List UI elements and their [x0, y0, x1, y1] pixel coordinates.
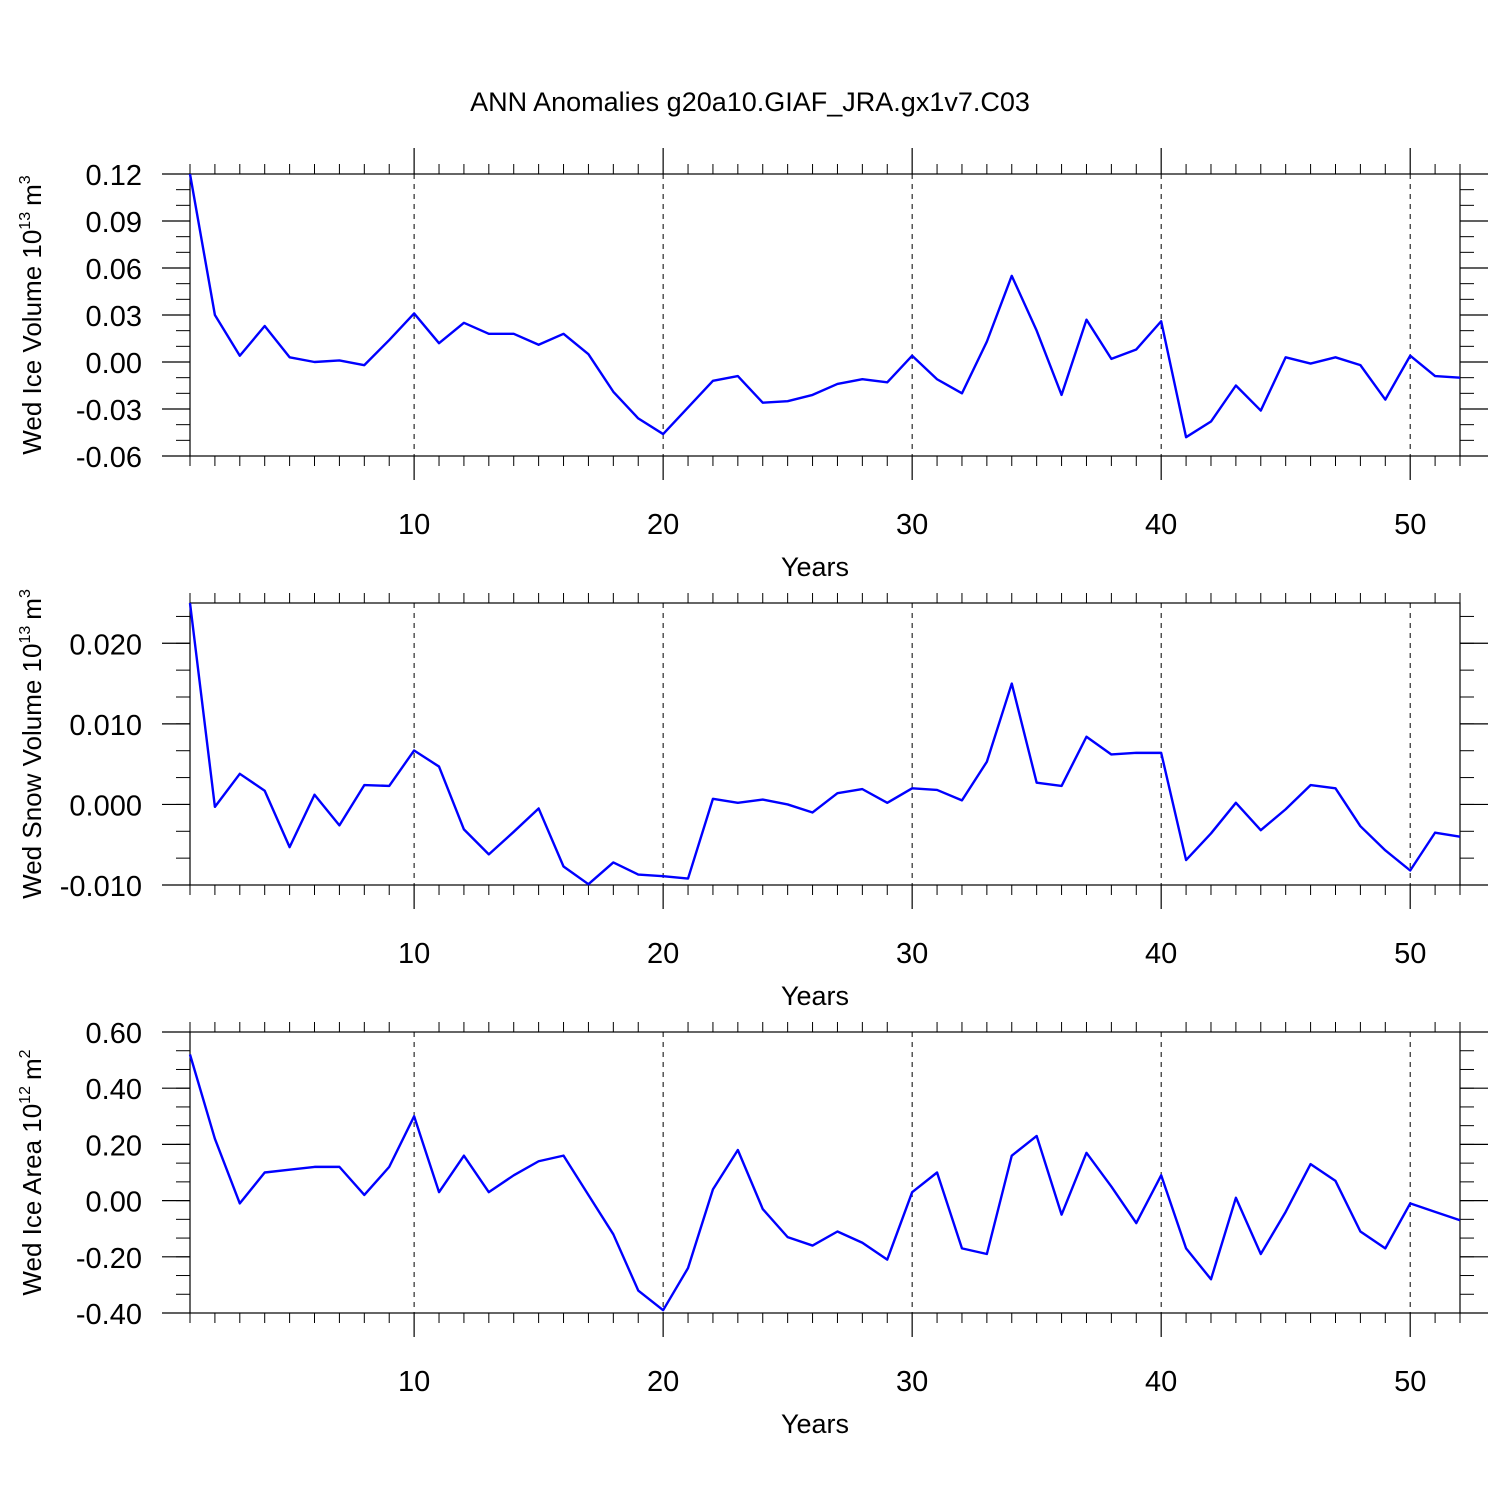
y-tick-label: 0.09 [86, 207, 142, 239]
y-tick-label: -0.03 [76, 395, 142, 427]
y-tick-label: -0.20 [76, 1243, 142, 1275]
y-tick-label: 0.00 [86, 348, 142, 380]
y-axis-label-ylabel-unit-exp: 2 [17, 1049, 34, 1058]
chart-panel-3: 10 20 30 40 50 Years -0.40 -0.20 0.00 0.20 0.40 0.6… [17, 1018, 1488, 1439]
series-line [188, 602, 1461, 886]
x-tick-label: 10 [398, 1366, 430, 1398]
y-tick-label: 0.020 [69, 629, 142, 661]
x-axis-label: Years [781, 981, 849, 1011]
y-axis-label-ylabel-unit-exp: 3 [17, 175, 34, 184]
y-axis-label-ylabel-exp: 12 [17, 1086, 34, 1104]
y-axis-label-ylabel-unit-exp: 3 [17, 589, 34, 598]
x-tick-label: 20 [647, 1366, 679, 1398]
x-tick-label: 10 [398, 938, 430, 970]
y-tick-label: 0.40 [86, 1074, 142, 1106]
y-axis-label-ylabel-unit: m [17, 184, 47, 206]
y-axis-label-ylabel: Wed Ice Area 10 [17, 1104, 47, 1296]
y-tick-label: -0.010 [60, 871, 142, 903]
y-tick-label: 0.010 [69, 710, 142, 742]
y-tick-label: 0.60 [86, 1018, 142, 1050]
y-axis-label-ylabel-unit: m [17, 598, 47, 620]
x-tick-label: 20 [647, 938, 679, 970]
y-axis-label-ylabel-exp: 13 [17, 212, 34, 230]
y-tick-label: 0.12 [86, 160, 142, 192]
x-tick-label: 20 [647, 509, 679, 541]
y-tick-label: 0.03 [86, 301, 142, 333]
chart-panel-1: 10 20 30 40 50 Years -0.06 -0.03 0.00 0.03 0.06 0.0… [17, 148, 1488, 582]
x-axis-label: Years [781, 1409, 849, 1439]
y-axis-label-ylabel: Wed Ice Volume 10 [17, 230, 47, 455]
chart-panel-2: 10 20 30 40 50 Years -0.010 0.000 0.010 0.020 Wed … [17, 589, 1488, 1011]
x-axis-label: Years [781, 552, 849, 582]
plot-frame [189, 602, 1461, 886]
y-axis-label-ylabel-unit: m [17, 1058, 47, 1080]
y-axis-label-ylabel-exp: 13 [17, 626, 34, 644]
x-tick-label: 50 [1394, 938, 1426, 970]
y-axis-label: Wed Snow Volume 1013 m3 [17, 589, 47, 899]
plot-frame [189, 173, 1461, 457]
series-line [188, 173, 1461, 439]
y-axis-label: Wed Ice Volume 1013 m3 [17, 175, 47, 454]
plot-frame [189, 1031, 1461, 1314]
figure-title: ANN Anomalies g20a10.GIAF_JRA.gx1v7.C03 [470, 87, 1030, 117]
y-tick-label: -0.06 [76, 442, 142, 474]
y-tick-label: 0.06 [86, 254, 142, 286]
chart-panels: 10 20 30 40 50 Years -0.06 -0.03 0.00 0.03 0.06 0.0… [17, 148, 1488, 1439]
x-tick-label: 50 [1394, 1366, 1426, 1398]
x-tick-label: 30 [896, 1366, 928, 1398]
x-tick-label: 40 [1145, 1366, 1177, 1398]
x-tick-label: 50 [1394, 509, 1426, 541]
y-axis-label-ylabel: Wed Snow Volume 10 [17, 644, 47, 899]
y-tick-label: -0.40 [76, 1299, 142, 1331]
x-tick-label: 40 [1145, 938, 1177, 970]
x-tick-label: 40 [1145, 509, 1177, 541]
x-tick-label: 30 [896, 938, 928, 970]
series-line [188, 1054, 1461, 1312]
y-tick-label: 0.00 [86, 1187, 142, 1219]
x-tick-label: 10 [398, 509, 430, 541]
y-axis-label: Wed Ice Area 1012 m2 [17, 1049, 47, 1295]
y-tick-label: 0.20 [86, 1130, 142, 1162]
x-tick-label: 30 [896, 509, 928, 541]
y-tick-label: 0.000 [69, 790, 142, 822]
